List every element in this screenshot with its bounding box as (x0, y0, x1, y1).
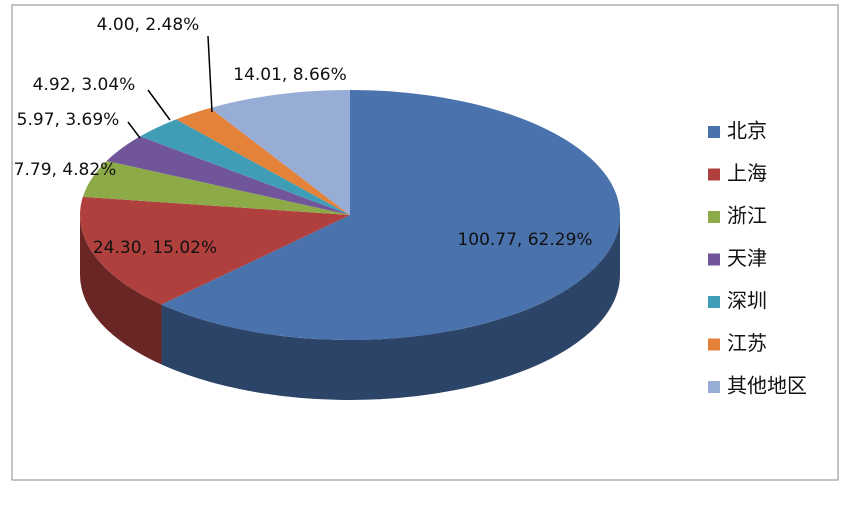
legend-swatch (708, 126, 720, 138)
data-label: 4.00, 2.48% (97, 15, 200, 35)
legend-label: 北京 (727, 119, 767, 143)
legend-label: 浙江 (727, 204, 767, 228)
legend-swatch (708, 338, 720, 351)
legend-swatch (708, 381, 720, 393)
data-label: 5.97, 3.69% (17, 110, 120, 130)
slice (140, 119, 350, 215)
slice (210, 90, 350, 215)
legend-label: 上海 (727, 161, 767, 185)
slice (161, 90, 620, 340)
data-label: 24.30, 15.02% (93, 238, 217, 258)
data-label: 14.01, 8.66% (233, 65, 346, 85)
legend-swatch (708, 211, 720, 223)
leader-line (127, 121, 141, 139)
legend-swatch (708, 168, 720, 181)
leader-line (207, 35, 213, 113)
legend-label: 深圳 (727, 289, 767, 313)
slice (106, 136, 351, 215)
data-label: 100.77, 62.29% (457, 230, 592, 250)
legend-label: 其他地区 (727, 374, 807, 398)
legend-swatch (708, 253, 720, 266)
leader-line (147, 89, 171, 121)
legend-label: 江苏 (727, 331, 767, 355)
slice-side (161, 215, 620, 401)
data-label: 7.79, 4.82% (14, 160, 117, 180)
slice (79, 196, 350, 305)
legend-swatch (708, 296, 720, 308)
legend-label: 天津 (727, 246, 767, 270)
slice-side (80, 215, 162, 365)
slice (176, 108, 350, 215)
data-label: 4.92, 3.04% (33, 75, 136, 95)
slice (82, 160, 351, 215)
